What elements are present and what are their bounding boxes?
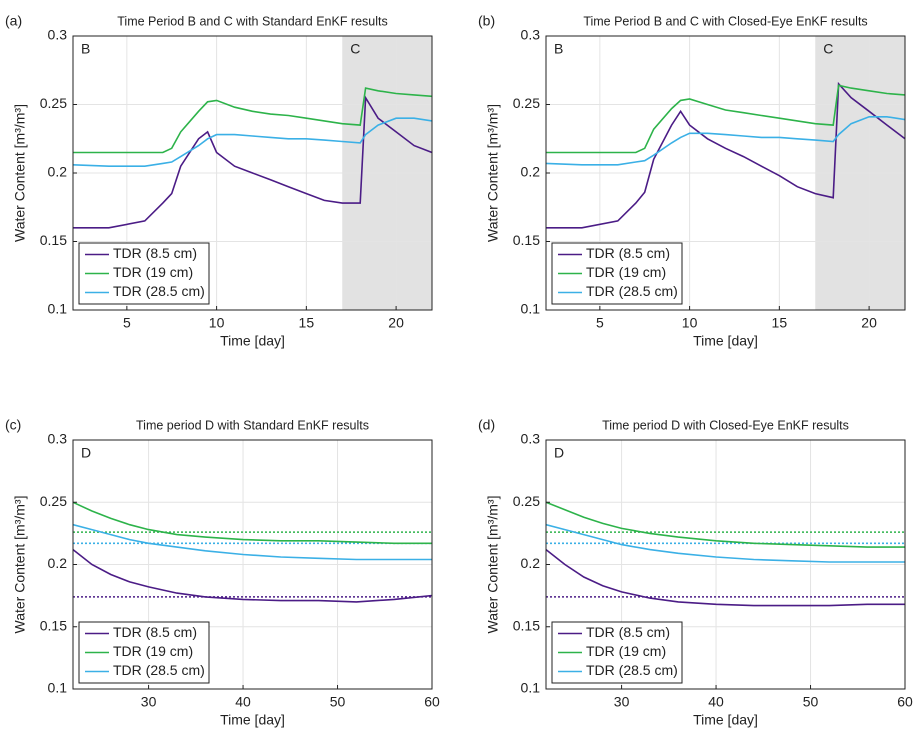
y-tick-label: 0.15 <box>513 232 540 248</box>
annotation: D <box>81 445 91 461</box>
y-tick-label: 0.25 <box>513 95 540 111</box>
data-line <box>73 117 432 167</box>
x-axis-label: Time [day] <box>220 712 285 728</box>
x-tick-label: 60 <box>897 694 913 710</box>
x-axis-label: Time [day] <box>220 333 285 349</box>
chart-title: Time period D with Closed-Eye EnKF resul… <box>602 418 849 432</box>
panel-label: (a) <box>5 13 22 29</box>
y-axis-label: Water Content [m³/m³] <box>485 496 501 634</box>
data-line <box>73 548 432 603</box>
data-line <box>546 523 905 563</box>
legend-label: TDR (19 cm) <box>586 643 666 659</box>
x-tick-label: 20 <box>388 315 404 331</box>
plot-area <box>73 440 432 689</box>
x-tick-label: 5 <box>123 315 131 331</box>
y-tick-label: 0.3 <box>521 27 541 43</box>
panel-label: (b) <box>478 13 495 29</box>
axes-frame <box>545 439 906 690</box>
legend-label: TDR (19 cm) <box>113 643 193 659</box>
panel-label: (c) <box>5 417 21 433</box>
x-tick-label: 50 <box>330 694 346 710</box>
x-tick-label: 60 <box>424 694 440 710</box>
y-tick-label: 0.3 <box>48 27 68 43</box>
data-line <box>546 501 905 548</box>
panel-label: (d) <box>478 417 495 433</box>
axes-frame <box>72 35 433 311</box>
data-line <box>546 548 905 607</box>
x-tick-label: 30 <box>614 694 630 710</box>
x-tick-label: 10 <box>682 315 698 331</box>
chart-title: Time period D with Standard EnKF results <box>136 418 369 432</box>
axes-frame <box>545 35 906 311</box>
y-axis-label: Water Content [m³/m³] <box>12 104 28 242</box>
panel: C 0.1 0.15 0.2 0.25 0.3 5 10 15 20 (b) Time Period … <box>478 13 906 349</box>
x-tick-label: 20 <box>861 315 877 331</box>
y-tick-label: 0.15 <box>513 617 540 633</box>
data-line <box>546 116 905 166</box>
legend-label: TDR (8.5 cm) <box>113 624 197 640</box>
y-tick-label: 0.1 <box>521 301 541 317</box>
x-tick-label: 10 <box>209 315 225 331</box>
data-line <box>73 501 432 545</box>
legend-label: TDR (19 cm) <box>113 264 193 280</box>
x-tick-label: 5 <box>596 315 604 331</box>
y-tick-label: 0.15 <box>40 617 67 633</box>
data-line <box>73 95 432 229</box>
y-tick-label: 0.15 <box>40 232 67 248</box>
y-tick-label: 0.1 <box>521 680 541 696</box>
y-tick-label: 0.25 <box>513 493 540 509</box>
data-line <box>73 87 432 154</box>
y-tick-label: 0.2 <box>48 164 68 180</box>
legend-label: TDR (28.5 cm) <box>113 283 205 299</box>
legend-label: TDR (28.5 cm) <box>113 662 205 678</box>
y-tick-label: 0.1 <box>48 680 68 696</box>
y-axis-label: Water Content [m³/m³] <box>485 104 501 242</box>
data-line <box>546 84 905 154</box>
x-tick-label: 15 <box>772 315 788 331</box>
plot-area <box>546 36 905 310</box>
y-tick-label: 0.1 <box>48 301 68 317</box>
plot-area <box>73 36 432 310</box>
y-tick-label: 0.2 <box>521 164 541 180</box>
x-tick-label: 15 <box>299 315 315 331</box>
chart-title: Time Period B and C with Closed-Eye EnKF… <box>583 14 867 28</box>
x-tick-label: 30 <box>141 694 157 710</box>
panel: C 0.1 0.15 0.2 0.25 0.3 5 10 15 20 (a) Time Period … <box>5 13 433 349</box>
annotation: B <box>554 41 563 57</box>
chart-title: Time Period B and C with Standard EnKF r… <box>117 14 388 28</box>
y-tick-label: 0.25 <box>40 95 67 111</box>
x-axis-label: Time [day] <box>693 712 758 728</box>
region-label: C <box>823 41 833 57</box>
annotation: B <box>81 41 90 57</box>
y-axis-label: Water Content [m³/m³] <box>12 496 28 634</box>
legend-label: TDR (8.5 cm) <box>586 245 670 261</box>
region-label: C <box>350 41 360 57</box>
legend-label: TDR (8.5 cm) <box>586 624 670 640</box>
legend-label: TDR (8.5 cm) <box>113 245 197 261</box>
x-tick-label: 40 <box>235 694 251 710</box>
x-axis-label: Time [day] <box>693 333 758 349</box>
x-tick-label: 50 <box>803 694 819 710</box>
axes-frame <box>72 439 433 690</box>
panel: 0.1 0.15 0.2 0.25 0.3 30 40 50 60 (d) Time period … <box>478 417 913 728</box>
legend-label: TDR (28.5 cm) <box>586 283 678 299</box>
data-line <box>73 523 432 561</box>
y-tick-label: 0.3 <box>521 431 541 447</box>
data-line <box>546 81 905 229</box>
y-tick-label: 0.25 <box>40 493 67 509</box>
legend-label: TDR (28.5 cm) <box>586 662 678 678</box>
x-tick-label: 40 <box>708 694 724 710</box>
y-tick-label: 0.2 <box>48 555 68 571</box>
y-tick-label: 0.2 <box>521 555 541 571</box>
y-tick-label: 0.3 <box>48 431 68 447</box>
panel: 0.1 0.15 0.2 0.25 0.3 30 40 50 60 (c) Time period … <box>5 417 440 728</box>
annotation: D <box>554 445 564 461</box>
legend-label: TDR (19 cm) <box>586 264 666 280</box>
